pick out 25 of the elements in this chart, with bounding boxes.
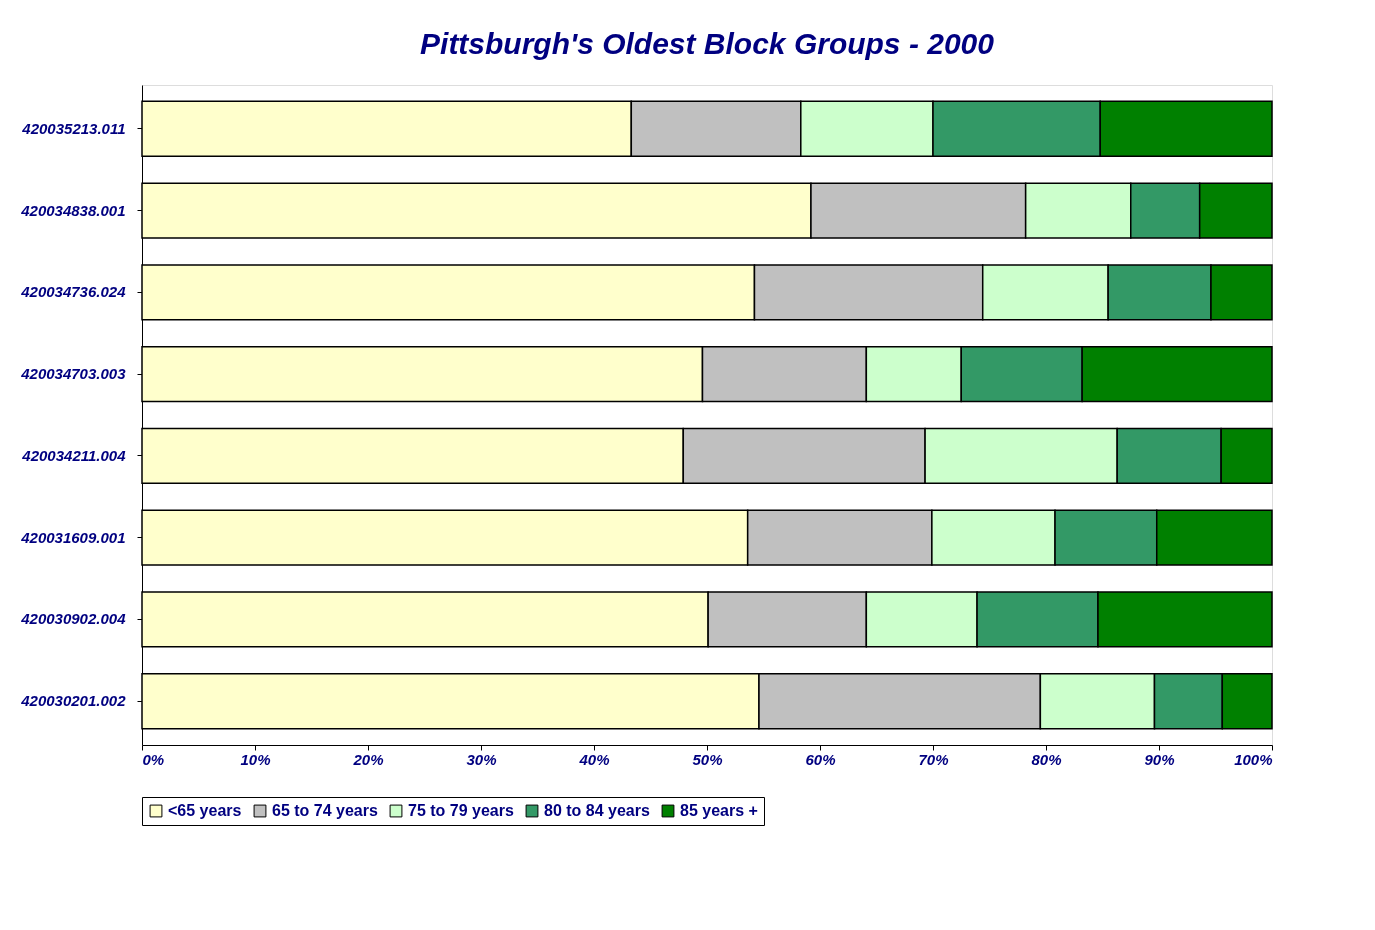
y-tick-label: 420034838.001: [20, 201, 126, 219]
x-tick-label: 70%: [918, 750, 949, 768]
x-tick-label: 100%: [1234, 750, 1273, 768]
x-tick-label: 90%: [1144, 750, 1175, 768]
legend-label: <65 years: [168, 802, 242, 819]
x-tick-label: 20%: [352, 750, 384, 768]
y-tick-label: 420030201.002: [20, 692, 127, 710]
x-tick-label: 80%: [1031, 750, 1062, 768]
legend-label: 85 years +: [680, 802, 758, 819]
y-tick-label: 420035213.011: [21, 119, 126, 137]
y-tick-label: 420034736.024: [20, 283, 127, 301]
x-tick-label: 50%: [692, 750, 723, 768]
legend-label: 75 to 79 years: [408, 802, 514, 819]
y-tick-label: 420030902.004: [20, 610, 127, 628]
y-tick-label: 420031609.001: [20, 528, 126, 546]
chart-title: Pittsburgh's Oldest Block Groups - 2000: [420, 27, 995, 60]
x-tick-label: 0%: [142, 750, 165, 768]
x-tick-label: 60%: [805, 750, 836, 768]
x-tick-label: 30%: [466, 750, 497, 768]
legend-label: 80 to 84 years: [544, 802, 650, 819]
y-tick-label: 420034211.004: [21, 446, 127, 464]
legend-label: 65 to 74 years: [272, 802, 378, 819]
x-tick-label: 40%: [578, 750, 610, 768]
x-tick-label: 10%: [240, 750, 271, 768]
y-tick-label: 420034703.003: [20, 365, 127, 383]
